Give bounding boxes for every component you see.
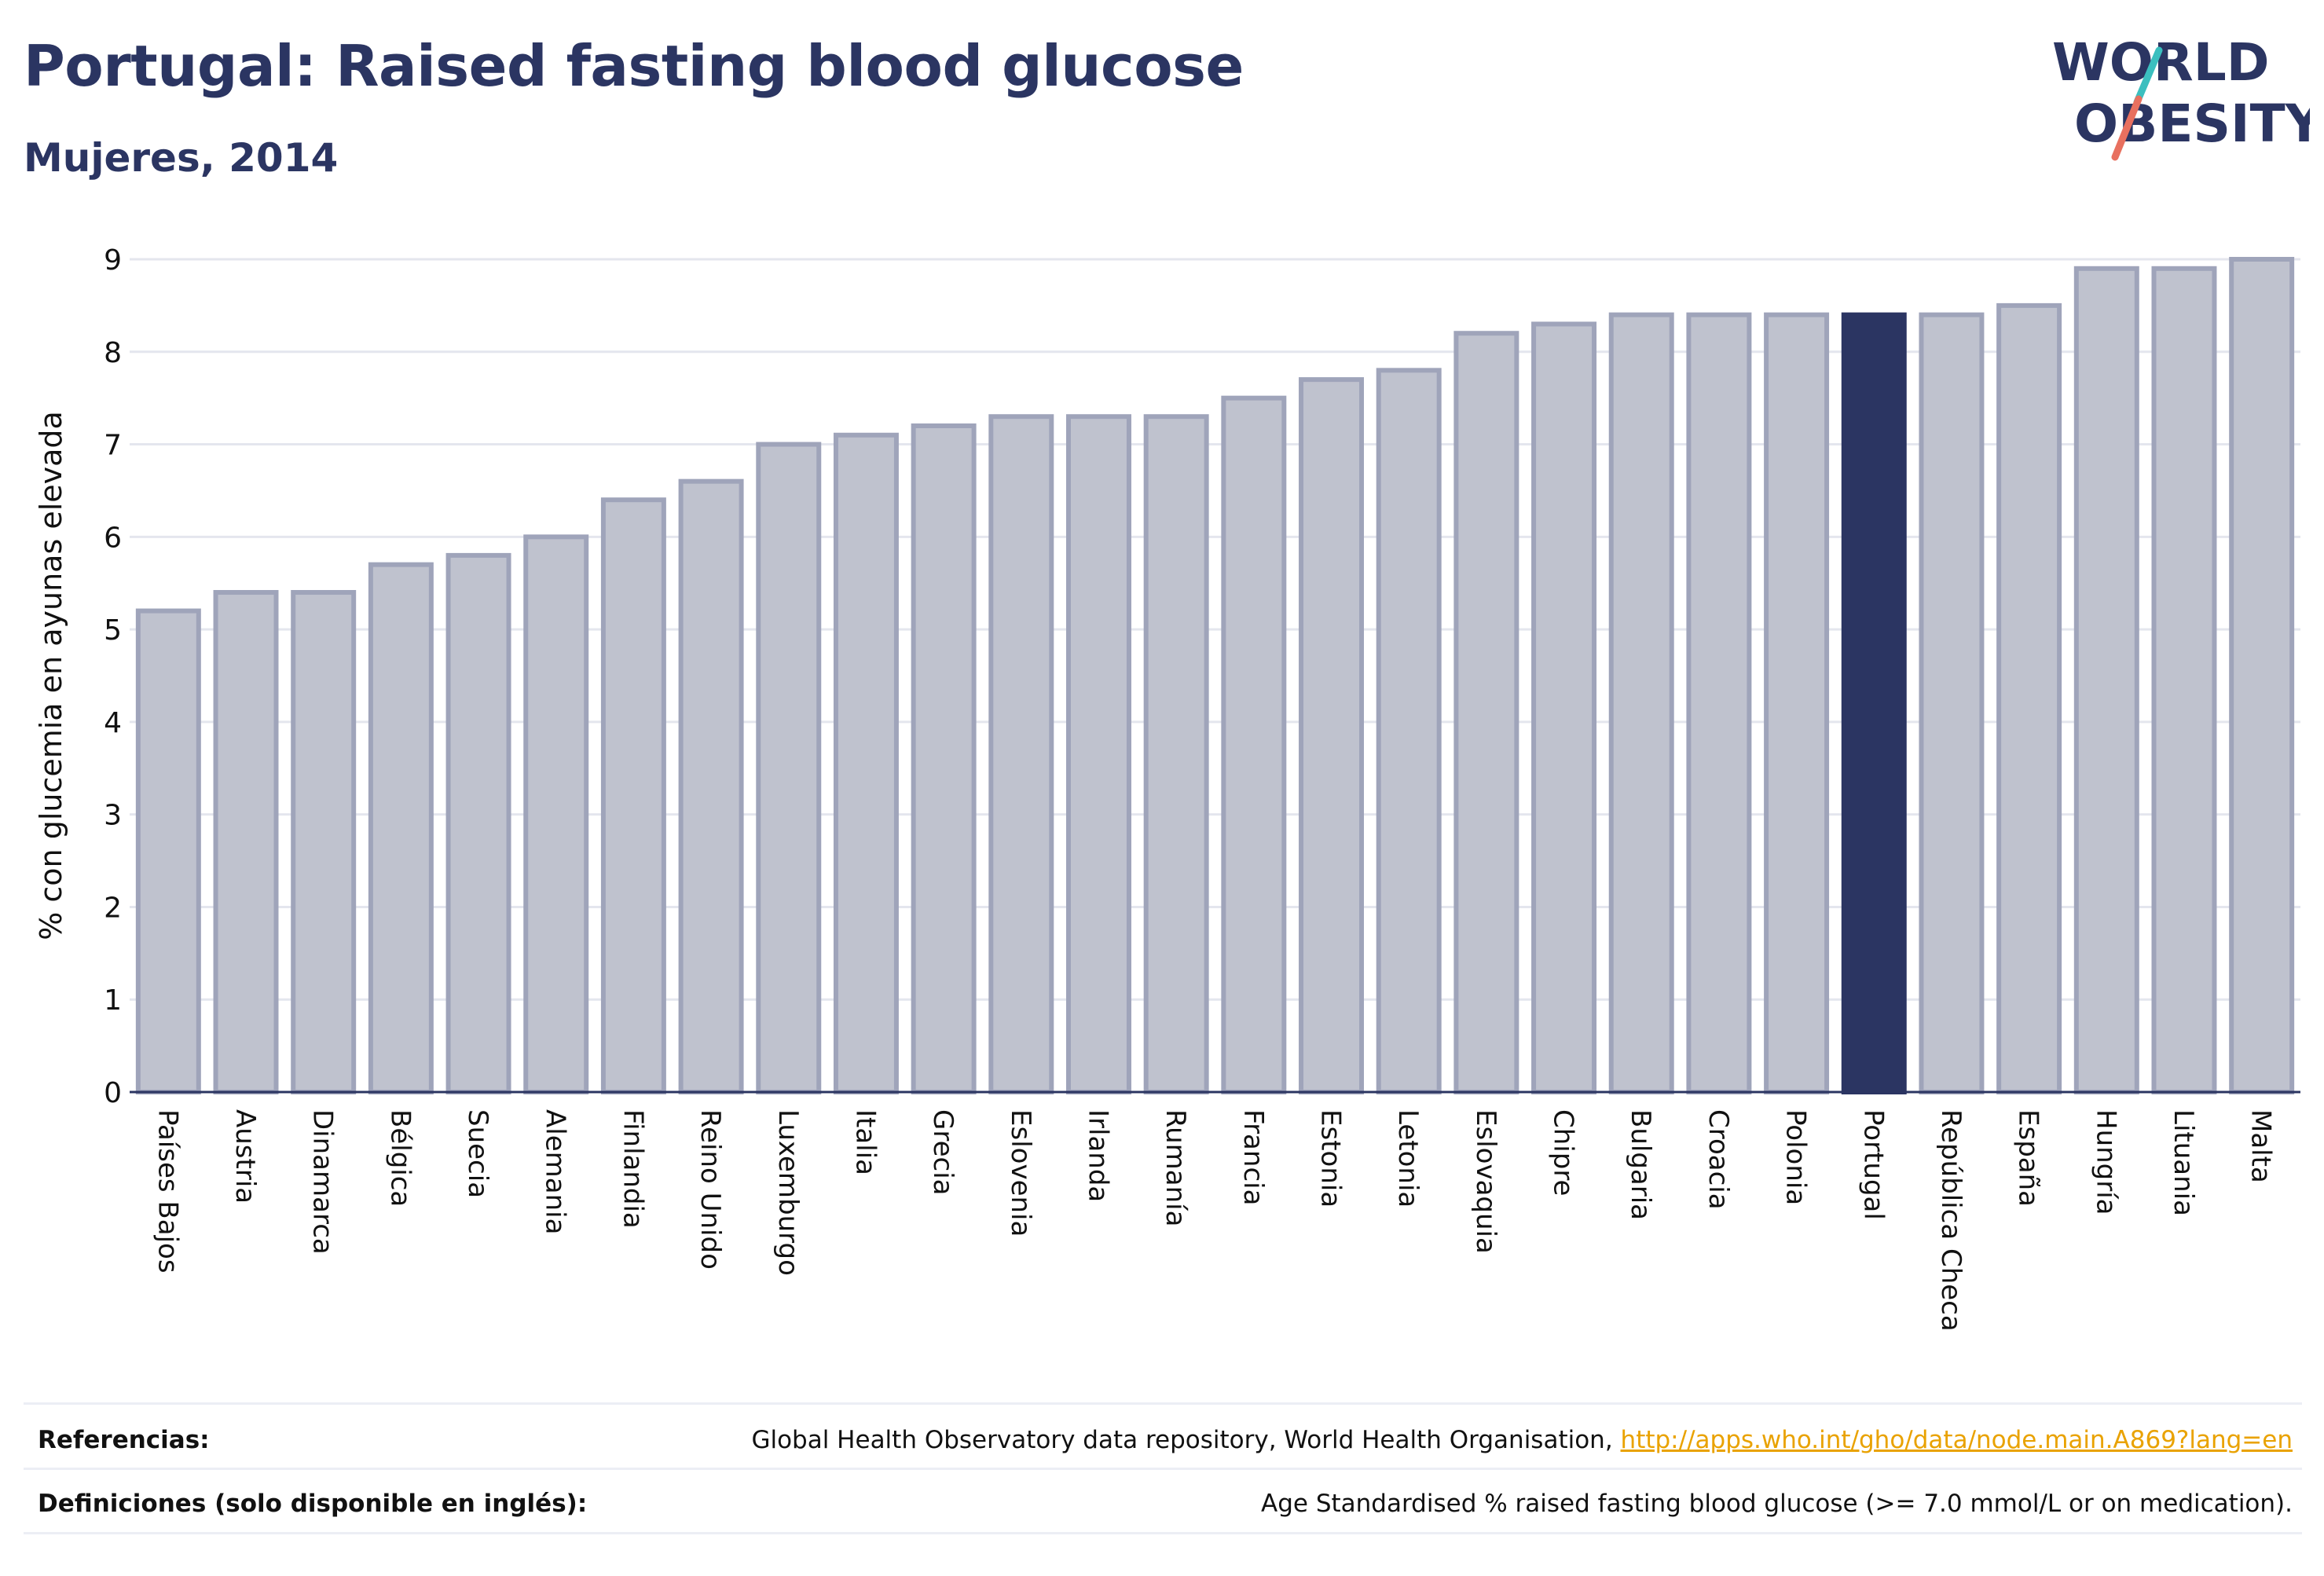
x-tick-label: Estonia: [1315, 1109, 1347, 1208]
x-tick-label: Grecia: [927, 1109, 959, 1195]
x-axis-ticks: Países Bajos Austria Dinamarca Bélgica Sueci…: [152, 1109, 2276, 1332]
bar-eslovenia: [988, 414, 1054, 1094]
bar-países-bajos: [135, 608, 201, 1094]
bar-italia: [833, 432, 899, 1094]
references-label: Referencias:: [38, 1426, 210, 1454]
bar-croacia: [1686, 312, 1752, 1094]
logo-slash-top: [2133, 46, 2163, 106]
bar-finlandia: [600, 497, 666, 1094]
y-tick-label: 5: [104, 614, 122, 647]
x-tick-label: Francia: [1237, 1109, 1269, 1205]
bar-república-checa: [1919, 312, 1985, 1094]
x-tick-label: Irlanda: [1082, 1109, 1113, 1202]
bar-chipre: [1531, 321, 1597, 1094]
bar-suecia: [445, 552, 511, 1094]
x-tick-label: Italia: [849, 1109, 881, 1175]
bar-letonia: [1376, 368, 1442, 1095]
y-tick-label: 2: [104, 892, 122, 924]
x-tick-label: Bulgaria: [1625, 1109, 1656, 1220]
definitions-text: Age Standardised % raised fasting blood …: [1261, 1490, 2293, 1518]
y-tick-label: 0: [104, 1077, 122, 1109]
logo-slash-bottom: [2111, 95, 2143, 161]
bar-lituania: [2151, 266, 2217, 1094]
footer-divider-bottom: [24, 1532, 2302, 1534]
bar-españa: [1996, 302, 2062, 1094]
bar-estonia: [1299, 377, 1365, 1095]
x-tick-label: Dinamarca: [307, 1109, 339, 1255]
x-tick-label: España: [2013, 1109, 2044, 1207]
x-tick-label: Letonia: [1392, 1109, 1424, 1208]
x-tick-label: Finlandia: [617, 1109, 648, 1229]
x-tick-label: Luxemburgo: [772, 1109, 804, 1276]
x-tick-label: Malta: [2245, 1109, 2277, 1183]
logo-line2: OBESITY: [2074, 93, 2310, 154]
x-tick-label: Eslovenia: [1005, 1109, 1036, 1237]
y-tick-label: 9: [104, 244, 122, 277]
references-text: Global Health Observatory data repositor…: [751, 1426, 2293, 1454]
bar-reino-unido: [678, 478, 744, 1094]
y-tick-label: 7: [104, 430, 122, 462]
y-tick-label: 8: [104, 337, 122, 369]
bar-dinamarca: [291, 590, 357, 1094]
bar-irlanda: [1065, 414, 1131, 1094]
bar-francia: [1221, 395, 1287, 1094]
bar-portugal: [1841, 312, 1907, 1094]
bar-eslovaquia: [1453, 331, 1519, 1094]
bar-bulgaria: [1608, 312, 1674, 1094]
y-axis-label: % con glucemia en ayunas elevada: [34, 411, 68, 940]
footer-divider-middle: [24, 1468, 2302, 1470]
x-tick-label: Eslovaquia: [1470, 1109, 1501, 1254]
x-tick-label: Portugal: [1857, 1109, 1889, 1220]
x-tick-label: Hungría: [2090, 1109, 2121, 1215]
x-tick-label: Austria: [229, 1109, 261, 1204]
bar-grecia: [911, 423, 977, 1094]
bar-austria: [213, 590, 279, 1094]
x-tick-label: Rumanía: [1160, 1109, 1191, 1226]
x-tick-label: Alemania: [540, 1109, 571, 1234]
x-tick-label: Países Bajos: [152, 1109, 183, 1274]
x-tick-label: Chipre: [1548, 1109, 1579, 1196]
logo-line1: WORLD: [2052, 32, 2270, 93]
footer-divider-top: [24, 1402, 2302, 1405]
y-axis-ticks: 0 1 2 3 4 5 6 7 8 9: [104, 244, 122, 1109]
references-link[interactable]: http://apps.who.int/gho/data/node.main.A…: [1620, 1426, 2293, 1454]
x-tick-label: Reino Unido: [695, 1109, 726, 1270]
references-source: Global Health Observatory data repositor…: [751, 1426, 1621, 1454]
x-tick-label: República Checa: [1935, 1109, 1967, 1332]
x-tick-label: Suecia: [462, 1109, 493, 1198]
chart-subtitle: Mujeres, 2014: [24, 135, 339, 181]
x-tick-label: Lituania: [2168, 1109, 2199, 1216]
bar-bélgica: [368, 562, 434, 1094]
bar-luxemburgo: [756, 442, 822, 1094]
y-tick-label: 1: [104, 984, 122, 1017]
x-tick-label: Croacia: [1703, 1109, 1734, 1210]
y-tick-label: 6: [104, 522, 122, 554]
chart-title: Portugal: Raised fasting blood glucose: [24, 33, 1244, 99]
bar-rumanía: [1143, 414, 1209, 1094]
world-obesity-logo: WORLD OBESITY: [2052, 32, 2310, 161]
bars: [135, 257, 2295, 1095]
bar-malta: [2229, 257, 2295, 1094]
bar-alemania: [523, 534, 589, 1094]
y-tick-label: 3: [104, 800, 122, 832]
definitions-label: Definiciones (solo disponible en inglés)…: [38, 1490, 588, 1518]
x-tick-label: Bélgica: [384, 1109, 416, 1207]
y-tick-label: 4: [104, 707, 122, 739]
x-tick-label: Polonia: [1780, 1109, 1812, 1205]
bar-hungría: [2073, 266, 2139, 1094]
bar-chart: 0 1 2 3 4 5 6 7 8 9 Países Bajos Austria Dinamarca B…: [34, 244, 2300, 1332]
bar-polonia: [1764, 312, 1830, 1094]
